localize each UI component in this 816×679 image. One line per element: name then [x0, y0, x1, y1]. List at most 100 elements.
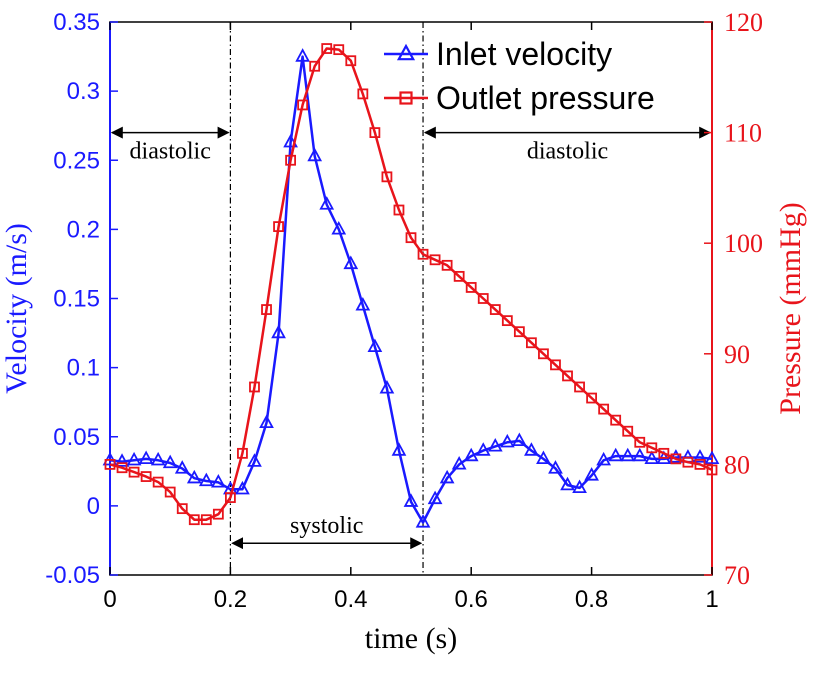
data-point-triangle — [247, 453, 262, 467]
data-point-square — [176, 503, 188, 515]
y-left-tick-label: 0.05 — [53, 424, 100, 451]
y-left-tick-label: 0.2 — [67, 216, 100, 243]
data-point-triangle — [499, 433, 515, 448]
data-point-triangle — [572, 479, 587, 494]
data-point-triangle — [524, 442, 539, 456]
data-point-triangle — [379, 379, 395, 394]
data-point-square — [610, 414, 622, 426]
y-left-tick-label: 0.25 — [53, 147, 100, 174]
data-point-square — [128, 466, 140, 478]
data-point-square — [273, 221, 284, 233]
data-point-square — [285, 154, 297, 166]
data-point-square — [237, 447, 248, 459]
phase-annotations: diastolic systolic diastolic — [110, 126, 712, 550]
data-series — [102, 43, 720, 528]
data-point-square — [224, 492, 236, 503]
data-point-triangle — [620, 447, 636, 462]
data-point-square — [646, 442, 658, 454]
data-point-square — [562, 370, 573, 382]
data-point-square — [453, 270, 465, 282]
data-point-square — [622, 425, 634, 437]
data-point-triangle — [704, 450, 720, 464]
phase-label: diastolic — [130, 139, 211, 165]
y-right-tick-label: 80 — [724, 450, 750, 479]
data-point-square — [465, 282, 477, 293]
data-point-square — [706, 464, 718, 476]
data-point-triangle — [126, 451, 142, 466]
data-point-square — [670, 453, 682, 465]
phase-label: systolic — [290, 513, 363, 539]
data-point-square — [369, 127, 381, 139]
data-point-triangle — [271, 324, 286, 339]
axis-ticks: 0 0.2 0.4 0.6 0.8 1-0.0500.050.10.150.20.250.… — [45, 8, 763, 613]
legend-label-pressure: Outlet pressure — [436, 80, 655, 116]
data-point-triangle — [114, 453, 130, 467]
y-left-tick-label: 0 — [87, 493, 100, 520]
data-point-square — [405, 232, 417, 244]
x-axis-title: time (s) — [365, 622, 457, 655]
data-point-square — [658, 447, 670, 459]
data-point-square — [333, 44, 345, 56]
data-point-triangle — [584, 467, 599, 481]
y-right-tick-label: 90 — [724, 340, 750, 369]
y-right-tick-label: 70 — [724, 561, 750, 590]
y-left-tick-label: 0.3 — [67, 78, 100, 105]
data-point-square — [526, 337, 537, 349]
data-point-square — [261, 304, 272, 315]
y-right-tick-label: 110 — [724, 119, 762, 148]
data-point-triangle — [536, 450, 551, 464]
data-point-triangle — [415, 514, 431, 528]
data-point-triangle — [150, 451, 166, 466]
data-point-triangle — [174, 460, 190, 474]
data-point-triangle — [548, 460, 563, 474]
data-point-square — [550, 359, 561, 371]
x-tick-label: 1 — [705, 586, 718, 613]
data-point-triangle — [608, 447, 624, 462]
data-point-triangle — [186, 469, 202, 484]
data-point-triangle — [367, 338, 383, 353]
data-point-square — [357, 88, 369, 100]
data-point-square — [417, 248, 429, 260]
y-axis-left-title: Velocity (m/s) — [0, 223, 33, 394]
x-tick-label: 0 — [103, 586, 116, 613]
data-point-square — [321, 43, 333, 54]
data-point-square — [429, 254, 441, 266]
data-point-triangle — [463, 447, 479, 462]
data-point-triangle — [162, 454, 178, 469]
x-tick-label: 0.8 — [575, 586, 608, 613]
phase-label: diastolic — [527, 139, 608, 165]
x-tick-label: 0.6 — [455, 586, 488, 613]
data-point-triangle — [319, 196, 335, 210]
data-point-square — [489, 304, 501, 315]
data-point-triangle — [596, 451, 612, 466]
series-line — [109, 55, 713, 524]
data-point-triangle — [259, 414, 274, 429]
data-point-square — [598, 403, 610, 415]
data-point-square — [104, 458, 116, 470]
data-point-triangle — [403, 493, 419, 507]
data-point-triangle — [487, 438, 503, 452]
data-point-square — [513, 326, 525, 338]
data-point-square — [140, 471, 152, 482]
data-point-square — [200, 514, 212, 526]
data-point-triangle — [511, 432, 527, 447]
data-point-triangle — [644, 450, 660, 464]
series-line — [109, 47, 713, 521]
y-left-tick-label: 0.35 — [53, 9, 100, 36]
data-point-triangle — [560, 476, 575, 491]
data-point-square — [381, 171, 393, 183]
data-point-square — [116, 462, 128, 474]
data-point-triangle — [295, 48, 311, 62]
data-point-triangle — [210, 473, 226, 488]
y-left-tick-label: -0.05 — [45, 562, 100, 589]
data-point-triangle — [427, 490, 443, 505]
data-point-square — [297, 99, 309, 111]
y-right-tick-label: 120 — [724, 8, 763, 37]
y-axis-right-title: Pressure (mmHg) — [774, 202, 807, 414]
data-point-square — [586, 392, 597, 404]
data-point-square — [538, 348, 549, 360]
data-point-square — [477, 293, 489, 304]
data-point-square — [574, 381, 585, 393]
legend-marker-velocity — [396, 43, 416, 61]
